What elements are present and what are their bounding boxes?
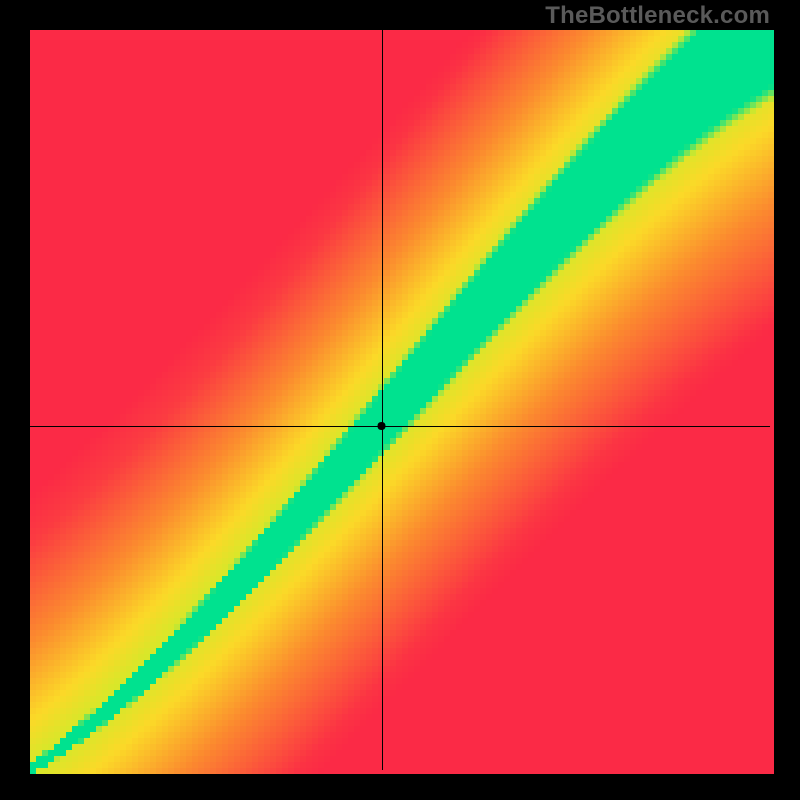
bottleneck-heatmap-canvas: [0, 0, 800, 800]
watermark-text: TheBottleneck.com: [545, 2, 770, 30]
chart-container: { "watermark": "TheBottleneck.com", "can…: [0, 0, 800, 800]
